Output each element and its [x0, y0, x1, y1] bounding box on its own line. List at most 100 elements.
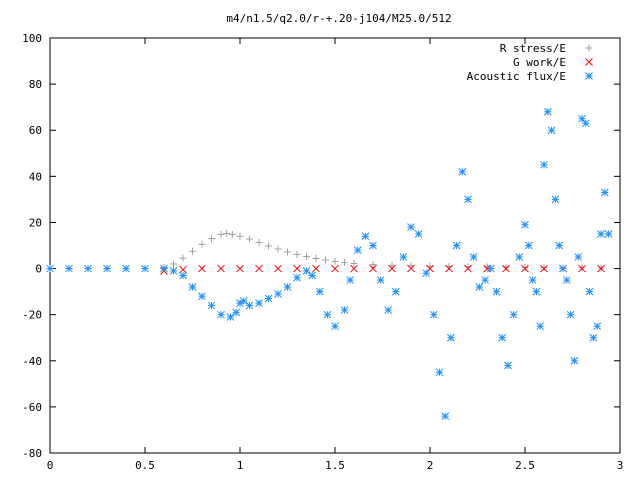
data-point — [521, 263, 529, 271]
data-point — [103, 264, 111, 273]
data-point — [435, 368, 444, 377]
legend-label: R stress/E — [500, 42, 566, 55]
data-point — [284, 248, 291, 256]
data-point — [502, 263, 510, 271]
data-point — [369, 241, 377, 250]
data-point — [341, 259, 348, 267]
data-point — [179, 254, 187, 262]
data-point — [422, 269, 431, 278]
data-point — [551, 195, 560, 204]
data-point — [179, 271, 187, 280]
y-tick-label: -20 — [22, 309, 42, 322]
data-point — [475, 283, 484, 291]
data-point — [426, 264, 434, 273]
data-point — [574, 253, 583, 261]
data-point — [84, 264, 92, 273]
data-point — [264, 294, 273, 303]
y-tick-label: -60 — [22, 401, 42, 414]
data-point — [65, 264, 73, 273]
data-point — [540, 160, 548, 169]
data-point — [293, 273, 301, 282]
data-point — [441, 412, 450, 420]
y-tick-label: 60 — [29, 124, 42, 137]
data-point — [481, 276, 489, 284]
chart-title: m4/n1.5/q2.0/r-+.20-j104/M25.0/512 — [226, 12, 451, 25]
data-point — [246, 235, 253, 243]
data-point — [170, 260, 177, 268]
data-point — [597, 230, 605, 238]
legend-label: Acoustic flux/E — [467, 70, 566, 83]
data-point — [502, 264, 510, 273]
data-point — [236, 264, 244, 273]
data-marks — [46, 107, 613, 420]
data-point — [447, 333, 455, 342]
data-point — [407, 223, 415, 231]
y-tick-label: 20 — [29, 216, 42, 229]
data-point — [597, 264, 605, 273]
data-point — [388, 261, 396, 269]
data-point — [559, 264, 567, 273]
data-point — [217, 264, 225, 273]
data-point — [353, 246, 362, 254]
data-point — [312, 264, 320, 273]
data-point — [169, 267, 178, 275]
data-point — [223, 230, 231, 238]
data-point — [469, 253, 478, 261]
data-point — [464, 264, 472, 273]
data-point — [208, 235, 215, 243]
data-point — [483, 264, 491, 273]
data-point — [160, 264, 168, 273]
axis-ticks: 0 0.5 1 1.5 2 2.5 3 -80 -60 -40 -20 0 20 40 60 80 100 — [22, 32, 623, 472]
data-point — [414, 230, 423, 238]
data-point — [198, 292, 206, 301]
data-point — [350, 259, 358, 267]
data-point — [492, 287, 501, 296]
x-tick-label: 0 — [47, 459, 54, 472]
data-point — [274, 290, 282, 298]
series-1 — [160, 230, 605, 272]
data-point — [283, 283, 292, 291]
data-point — [578, 114, 586, 123]
data-point — [407, 264, 415, 273]
x-tick-label: 3 — [617, 459, 624, 472]
data-point — [265, 242, 272, 250]
data-point — [255, 239, 263, 247]
y-tick-label: -80 — [22, 447, 42, 460]
data-point — [239, 296, 248, 305]
data-point — [369, 264, 377, 273]
data-point — [331, 322, 339, 331]
data-point — [217, 310, 225, 319]
data-point — [207, 301, 216, 310]
data-point — [458, 167, 467, 176]
data-point — [547, 126, 556, 135]
data-point — [429, 310, 438, 319]
data-point — [198, 264, 206, 273]
y-tick-label: 40 — [29, 170, 42, 183]
data-point — [376, 276, 385, 284]
data-point — [399, 253, 408, 261]
data-point — [255, 299, 263, 307]
data-point — [369, 261, 377, 269]
data-point — [274, 245, 282, 253]
data-point — [308, 271, 317, 280]
x-tick-label: 2.5 — [515, 459, 535, 472]
data-point — [581, 119, 590, 128]
x-tick-label: 1.5 — [325, 459, 345, 472]
data-point — [504, 361, 512, 370]
series-2 — [160, 264, 605, 275]
data-point — [323, 310, 332, 319]
legend-label: G work/E — [513, 56, 566, 69]
plot-frame — [49, 37, 621, 454]
data-point — [228, 230, 236, 238]
data-point — [331, 257, 339, 265]
data-point — [391, 287, 400, 296]
y-tick-label: 100 — [22, 32, 42, 45]
legend-marker — [585, 72, 593, 80]
data-point — [179, 265, 187, 274]
data-point — [226, 313, 235, 321]
data-point — [293, 250, 301, 258]
data-point — [532, 287, 541, 296]
y-tick-label: 80 — [29, 78, 42, 91]
